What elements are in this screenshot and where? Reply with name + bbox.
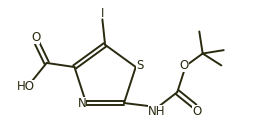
Text: I: I [101,7,104,20]
Text: O: O [31,31,40,44]
Text: N: N [78,97,86,110]
Text: O: O [192,105,202,118]
Text: O: O [179,59,189,72]
Text: S: S [136,59,143,72]
Text: HO: HO [17,80,35,93]
Text: NH: NH [148,105,165,118]
